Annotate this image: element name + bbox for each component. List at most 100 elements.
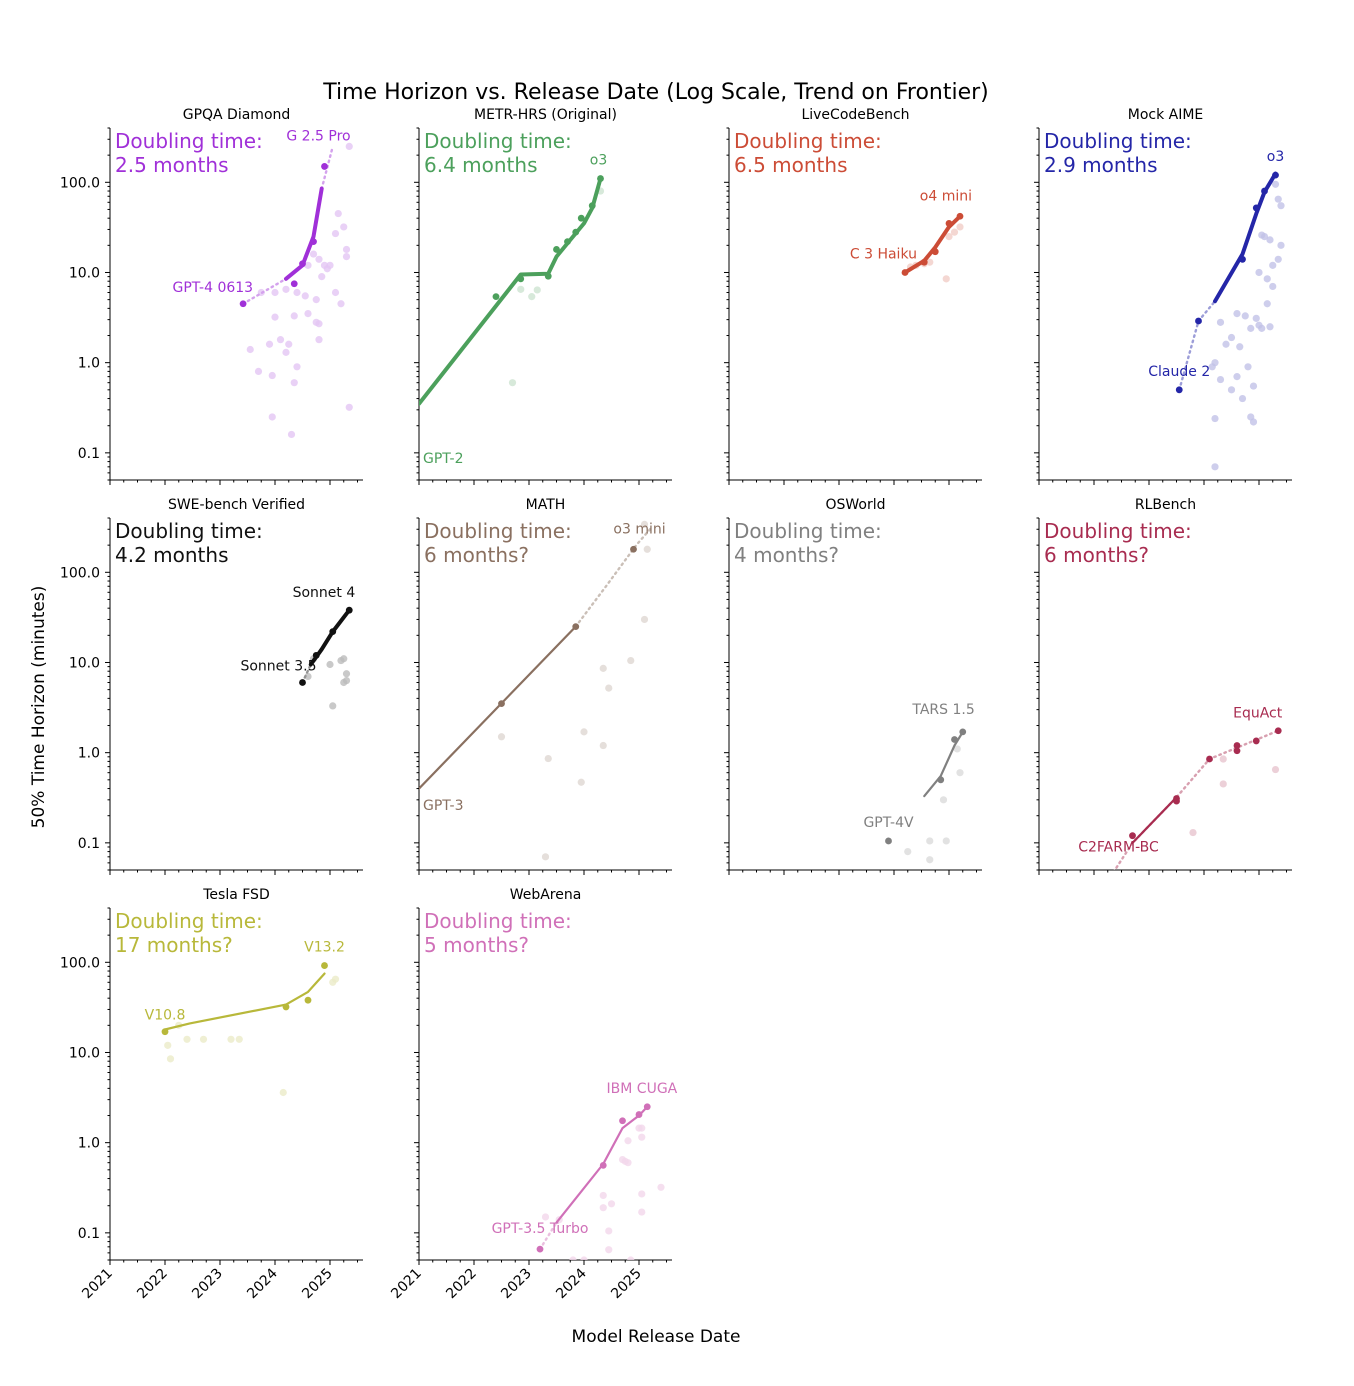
- data-point: [580, 1256, 588, 1260]
- data-point: [1277, 202, 1285, 210]
- doubling-time-label: Doubling time:: [115, 519, 263, 543]
- data-point: [1238, 394, 1247, 403]
- plot-area: [1113, 727, 1282, 870]
- frontier-point: [544, 272, 552, 280]
- data-point: [1274, 195, 1282, 203]
- panel: SWE-bench Verified 0.1 1.0 10.0 100.0 Sonnet …: [60, 497, 363, 875]
- data-point: [326, 261, 334, 269]
- doubling-time-label: Doubling time:: [424, 519, 572, 543]
- frontier-point: [937, 776, 945, 784]
- model-label: o3: [590, 153, 607, 169]
- doubling-time-label: Doubling time:: [424, 129, 572, 153]
- frontier-point: [304, 996, 312, 1004]
- frontier-point: [643, 1103, 651, 1111]
- panel: RLBench C2FARM-BC EquAct Doubling time:6 mo…: [1034, 497, 1292, 875]
- panel-title: Tesla FSD: [202, 887, 269, 903]
- data-point: [640, 520, 649, 528]
- frontier-point: [312, 651, 320, 659]
- data-point: [1269, 261, 1277, 269]
- model-label: o3: [1267, 149, 1284, 165]
- data-point: [1211, 414, 1219, 423]
- frontier-trend-line: [419, 176, 603, 406]
- model-label: o4 mini: [920, 188, 972, 204]
- y-tick-label: 0.1: [78, 836, 100, 852]
- data-point: [1252, 314, 1260, 322]
- model-label: EquAct: [1233, 706, 1283, 722]
- frontier-point: [577, 214, 585, 222]
- data-point: [638, 1133, 646, 1141]
- data-point: [282, 285, 290, 293]
- data-point: [1216, 318, 1225, 326]
- data-point: [268, 371, 276, 380]
- panel-title: SWE-bench Verified: [168, 497, 305, 513]
- data-point: [1211, 463, 1219, 471]
- frontier-trend-line: [923, 730, 964, 798]
- plot-area: [239, 142, 353, 439]
- frontier-point: [1233, 747, 1241, 755]
- frontier-point: [310, 238, 317, 246]
- frontier-point: [1175, 386, 1183, 394]
- data-point: [1255, 268, 1263, 277]
- data-point: [533, 286, 541, 294]
- frontier-trend-line: [903, 214, 962, 275]
- frontier-point: [492, 293, 500, 301]
- data-point: [956, 769, 964, 777]
- frontier-trend-line: [1131, 796, 1178, 845]
- panel: Tesla FSD 0.1 1.0 10.0 100.0 2021 2022 2023 2024…: [60, 887, 363, 1302]
- data-point: [1241, 312, 1249, 320]
- data-point: [329, 702, 337, 710]
- panel: Mock AIME Claude 2 o3 Doubling time:2.9 mon…: [1034, 107, 1292, 485]
- model-label: C 3 Haiku: [850, 246, 917, 262]
- frontier-trend-line: [284, 186, 324, 281]
- plot-area: [299, 606, 353, 710]
- data-point: [942, 837, 950, 845]
- data-point: [312, 296, 320, 304]
- data-point: [926, 258, 934, 266]
- x-tick-label: 2025: [608, 1266, 645, 1303]
- figure-y-axis-label: 50% Time Horizon (minutes): [29, 586, 49, 829]
- y-tick-label: 1.0: [78, 746, 100, 762]
- doubling-time-label: Doubling time:: [115, 129, 263, 153]
- data-point: [331, 288, 340, 297]
- data-point: [271, 313, 279, 321]
- data-point: [544, 754, 552, 763]
- frontier-point: [321, 962, 328, 969]
- data-point: [265, 340, 274, 348]
- data-point: [287, 430, 296, 439]
- panel: OSWorld GPT-4V TARS 1.5 Doubling time:4 mon…: [724, 497, 982, 875]
- y-tick-label: 1.0: [78, 356, 100, 372]
- plot-area: [1175, 171, 1285, 471]
- data-point: [285, 340, 293, 348]
- panel-title: GPQA Diamond: [183, 107, 291, 123]
- panel-title: WebArena: [510, 887, 582, 903]
- model-label: Claude 2: [1148, 364, 1210, 380]
- data-point: [1271, 180, 1280, 188]
- panel: METR-HRS (Original) GPT-2 o3 Doubling time:…: [414, 107, 672, 485]
- frontier-point: [945, 220, 953, 227]
- doubling-time-label: Doubling time:: [1044, 519, 1192, 543]
- model-label: GPT-3: [423, 798, 464, 814]
- plot-area: [536, 1103, 665, 1260]
- model-label: G 2.5 Pro: [286, 128, 350, 144]
- model-label: C2FARM-BC: [1078, 840, 1159, 856]
- frontier-point: [536, 1245, 544, 1253]
- data-point: [318, 273, 326, 281]
- frontier-point: [931, 248, 939, 256]
- data-point: [331, 229, 340, 238]
- model-label: IBM CUGA: [607, 1081, 678, 1097]
- doubling-time-label: Doubling time:: [734, 129, 882, 153]
- data-point: [342, 670, 351, 678]
- data-point: [926, 856, 934, 864]
- data-point: [1263, 300, 1271, 308]
- data-point: [345, 403, 353, 411]
- doubling-time-value: 6 months?: [424, 543, 529, 567]
- frontier-point: [630, 545, 637, 553]
- frontier-point: [599, 1161, 607, 1169]
- x-tick-label: 2024: [244, 1265, 281, 1302]
- data-point: [1249, 382, 1258, 390]
- data-point: [1227, 386, 1236, 394]
- data-point: [301, 292, 309, 300]
- y-tick-label: 10.0: [69, 1045, 100, 1061]
- frontier-point: [959, 728, 967, 736]
